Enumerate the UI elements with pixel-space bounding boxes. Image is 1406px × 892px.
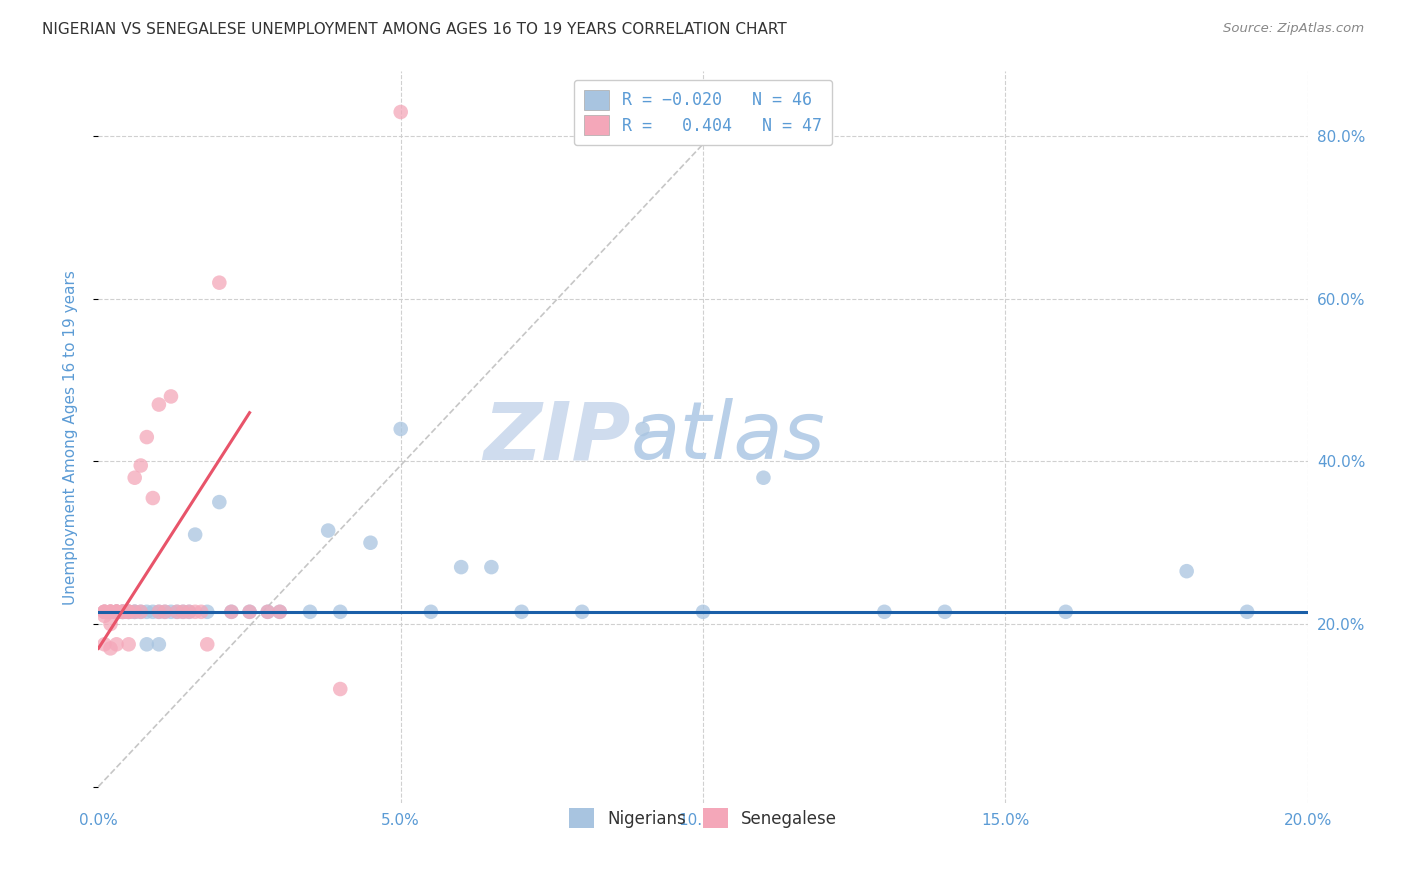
Point [481, 560, 503, 574]
Point [179, 605, 201, 619]
Point [105, 605, 128, 619]
Point [118, 637, 141, 651]
Point [124, 605, 146, 619]
Point [93, 605, 115, 619]
Point [256, 605, 278, 619]
Point [93, 605, 115, 619]
Point [269, 605, 291, 619]
Point [195, 637, 218, 651]
Point [166, 605, 188, 619]
Point [221, 605, 243, 619]
Y-axis label: Unemployment Among Ages 16 to 19 years: Unemployment Among Ages 16 to 19 years [63, 269, 77, 605]
Point [124, 605, 146, 619]
Point [111, 605, 134, 619]
Point [118, 605, 141, 619]
Text: ZIP: ZIP [484, 398, 630, 476]
Point [135, 605, 157, 619]
Point [100, 641, 122, 656]
Point [873, 605, 896, 619]
Point [1236, 605, 1258, 619]
Point [148, 398, 170, 412]
Point [631, 422, 654, 436]
Point [135, 430, 157, 444]
Point [389, 422, 412, 436]
Point [142, 605, 165, 619]
Point [129, 458, 152, 473]
Point [111, 605, 134, 619]
Point [329, 681, 352, 696]
Point [221, 605, 243, 619]
Point [129, 605, 152, 619]
Point [93, 608, 115, 623]
Point [153, 605, 176, 619]
Point [135, 637, 157, 651]
Point [752, 471, 775, 485]
Point [1175, 564, 1198, 578]
Point [420, 605, 443, 619]
Point [148, 637, 170, 651]
Point [239, 605, 262, 619]
Point [118, 605, 141, 619]
Text: atlas: atlas [630, 398, 825, 476]
Point [450, 560, 472, 574]
Point [208, 495, 231, 509]
Point [692, 605, 714, 619]
Point [195, 605, 218, 619]
Point [105, 605, 128, 619]
Point [105, 605, 128, 619]
Point [160, 605, 183, 619]
Point [118, 605, 141, 619]
Point [105, 605, 128, 619]
Point [100, 605, 122, 619]
Point [100, 605, 122, 619]
Point [105, 605, 128, 619]
Point [124, 605, 146, 619]
Point [184, 605, 207, 619]
Point [934, 605, 956, 619]
Point [105, 637, 128, 651]
Point [510, 605, 533, 619]
Point [142, 491, 165, 505]
Point [172, 605, 194, 619]
Point [100, 605, 122, 619]
Point [153, 605, 176, 619]
Point [148, 605, 170, 619]
Point [118, 605, 141, 619]
Point [239, 605, 262, 619]
Point [190, 605, 212, 619]
Text: Source: ZipAtlas.com: Source: ZipAtlas.com [1223, 22, 1364, 36]
Point [111, 605, 134, 619]
Text: NIGERIAN VS SENEGALESE UNEMPLOYMENT AMONG AGES 16 TO 19 YEARS CORRELATION CHART: NIGERIAN VS SENEGALESE UNEMPLOYMENT AMON… [42, 22, 787, 37]
Point [184, 527, 207, 541]
Point [160, 389, 183, 403]
Point [129, 605, 152, 619]
Point [111, 605, 134, 619]
Point [172, 605, 194, 619]
Point [118, 605, 141, 619]
Point [208, 276, 231, 290]
Point [269, 605, 291, 619]
Point [179, 605, 201, 619]
Point [100, 605, 122, 619]
Point [111, 605, 134, 619]
Point [329, 605, 352, 619]
Point [571, 605, 593, 619]
Point [100, 617, 122, 632]
Point [148, 605, 170, 619]
Point [105, 605, 128, 619]
Point [389, 105, 412, 120]
Point [93, 605, 115, 619]
Point [93, 605, 115, 619]
Legend: Nigerians, Senegalese: Nigerians, Senegalese [560, 798, 846, 838]
Point [100, 605, 122, 619]
Point [360, 535, 382, 549]
Point [299, 605, 322, 619]
Point [124, 471, 146, 485]
Point [316, 524, 339, 538]
Point [166, 605, 188, 619]
Point [1054, 605, 1077, 619]
Point [93, 637, 115, 651]
Point [105, 605, 128, 619]
Point [256, 605, 278, 619]
